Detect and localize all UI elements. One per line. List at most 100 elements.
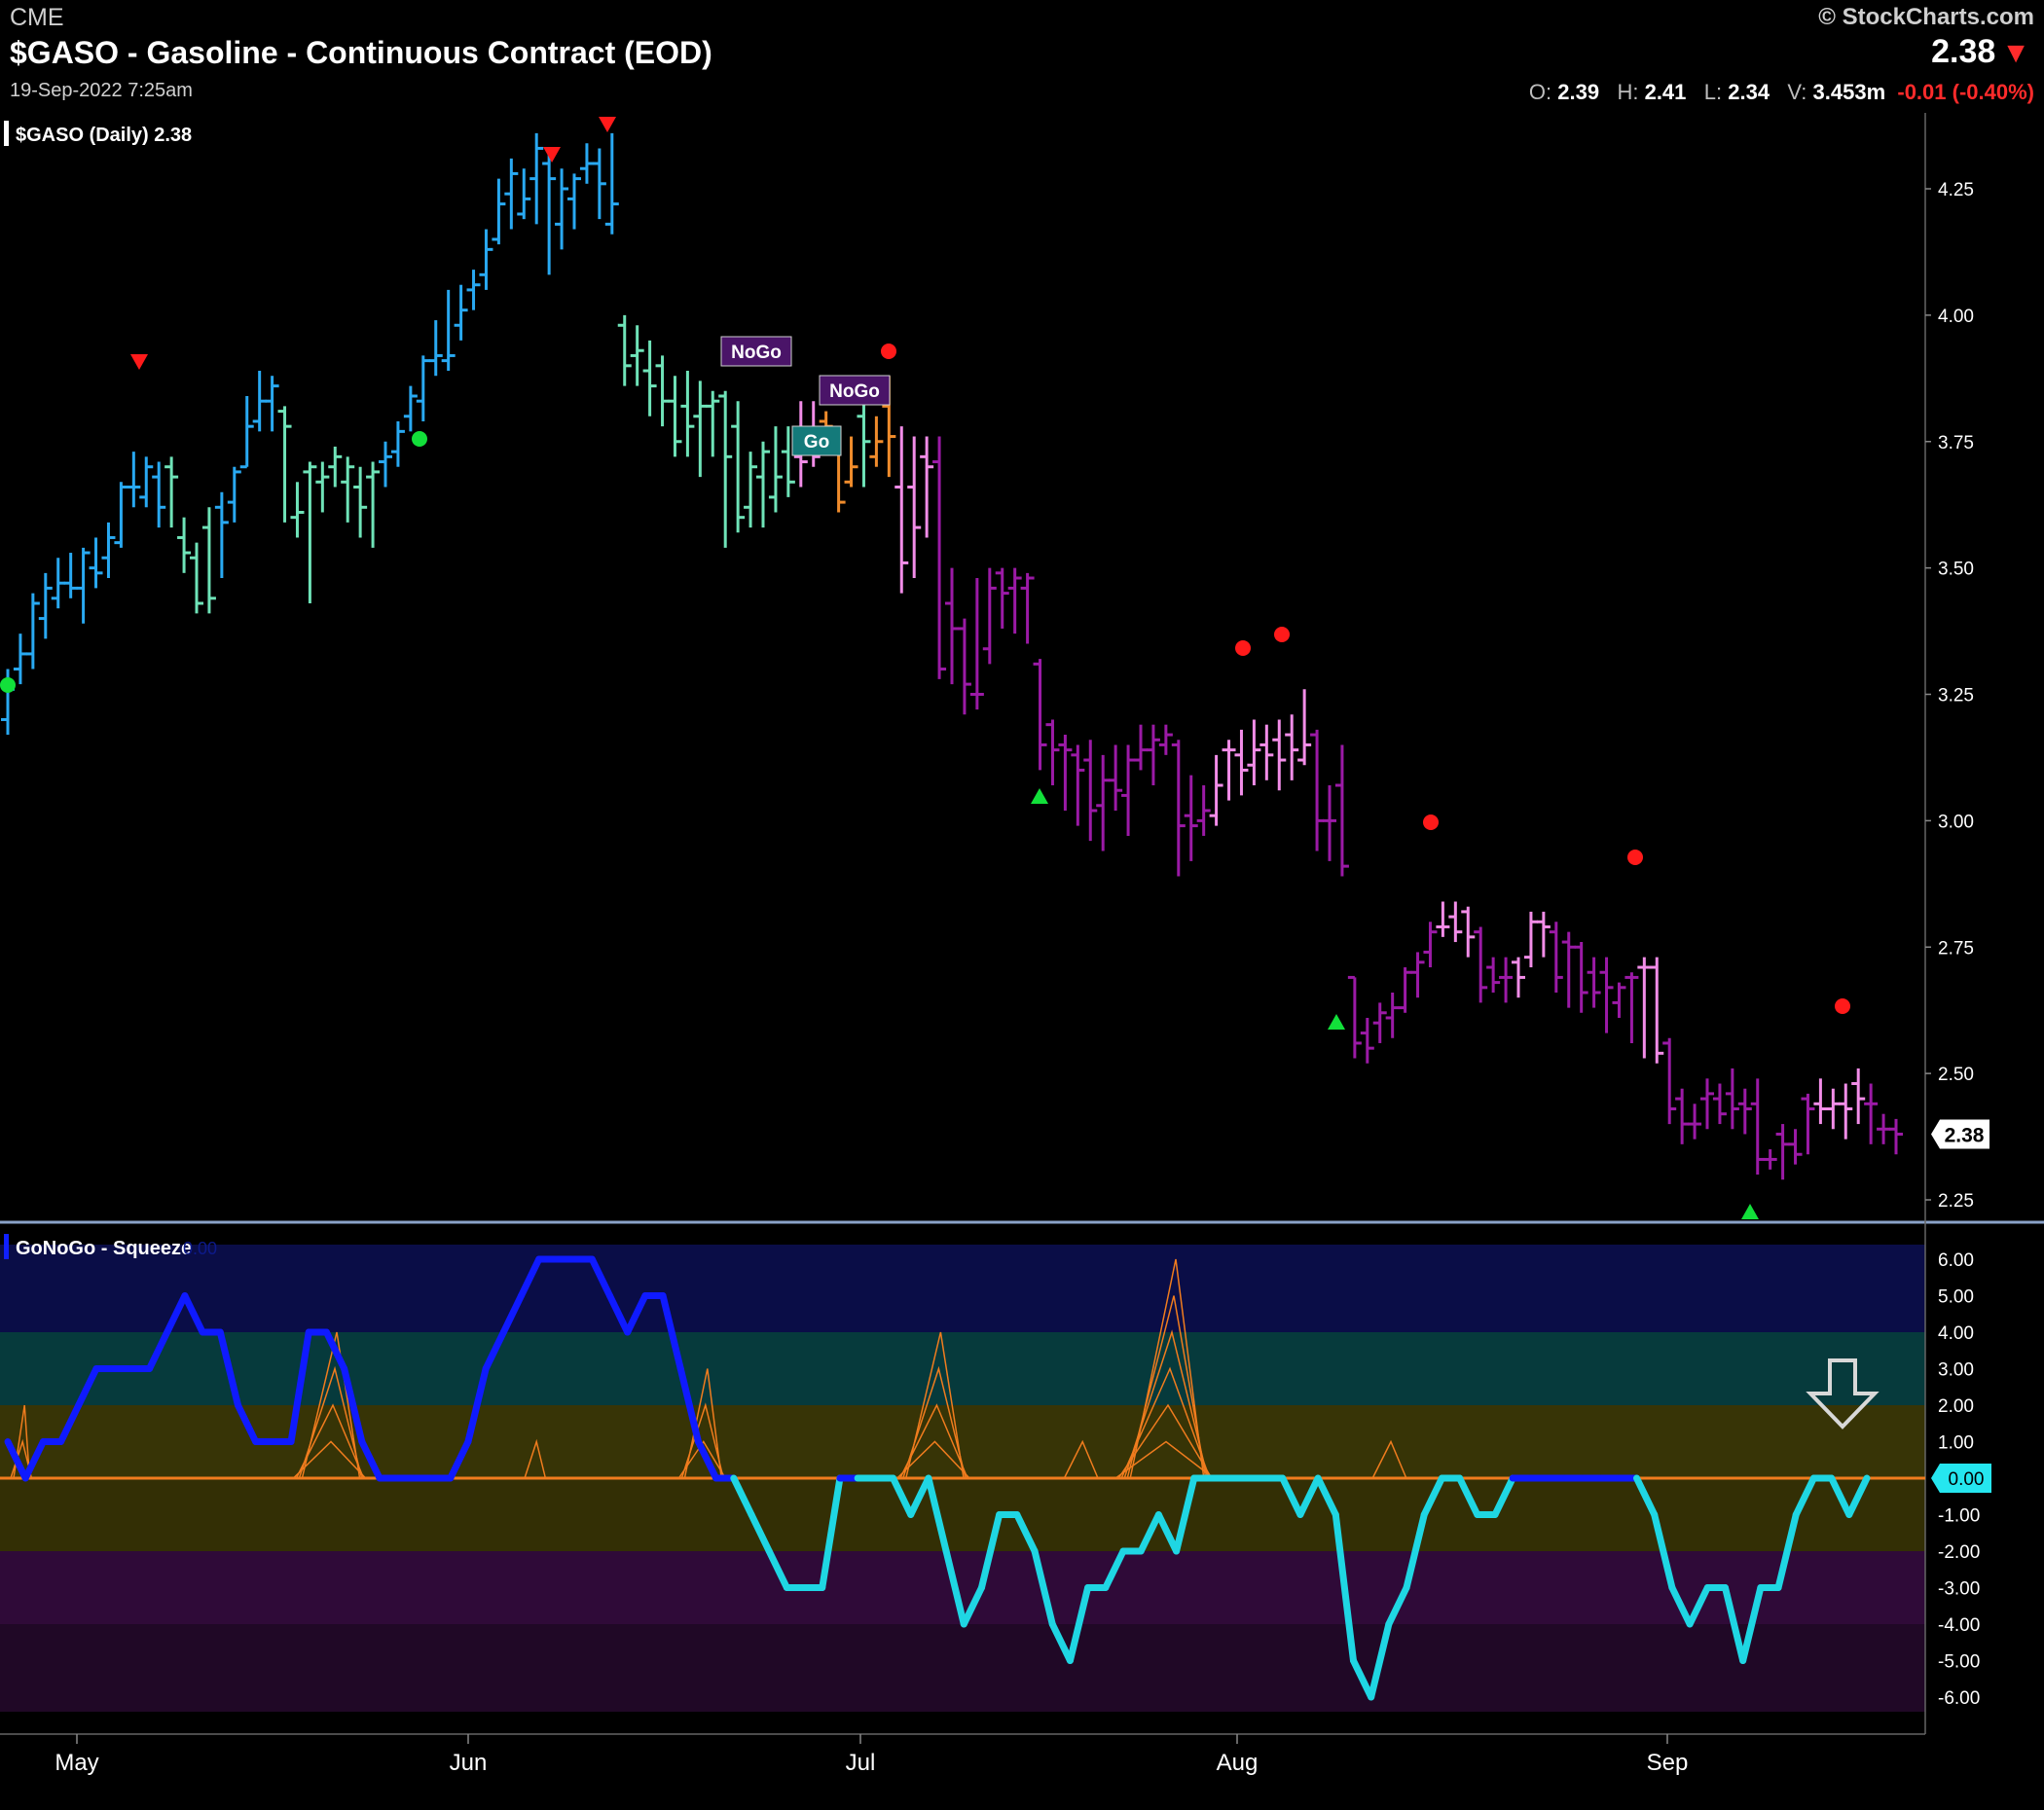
oscillator-segment xyxy=(694,1438,720,1482)
price-legend: $GASO (Daily) 2.38 xyxy=(4,121,192,146)
osc-value-flag xyxy=(1931,1464,1991,1493)
price-bar xyxy=(1007,567,1022,634)
oscillator-segment xyxy=(1491,1474,1516,1518)
price-axis-label: 2.75 xyxy=(1938,938,1974,959)
price-bar xyxy=(1285,714,1299,780)
oscillator-segment xyxy=(1385,1584,1410,1628)
oscillator-segment xyxy=(1651,1511,1676,1591)
price-bar xyxy=(517,168,531,220)
oscillator-segment xyxy=(216,1328,241,1409)
price-bar xyxy=(969,578,984,710)
price-bar xyxy=(1461,906,1476,958)
month-label: May xyxy=(55,1750,98,1776)
price-bar xyxy=(1826,1088,1841,1130)
chart-date: 19-Sep-2022 7:25am xyxy=(10,80,193,101)
price-axis-label: 2.50 xyxy=(1938,1065,1974,1085)
oscillator-segment xyxy=(1102,1547,1127,1591)
price-bar xyxy=(1637,957,1652,1059)
oscillator-segment xyxy=(21,1438,47,1482)
price-bar xyxy=(957,618,971,715)
price-bar xyxy=(1587,957,1601,1008)
price-bar xyxy=(277,406,292,523)
price-bar xyxy=(1196,785,1211,836)
oscillator-segment xyxy=(730,1474,755,1518)
osc-axis-label: -2.00 xyxy=(1938,1542,1980,1563)
price-bar xyxy=(1536,911,1551,958)
price-bar xyxy=(781,426,795,497)
price-bar xyxy=(844,436,858,488)
price-bar xyxy=(504,158,519,230)
price-bar xyxy=(190,542,203,614)
down-triangle-icon: ▼ xyxy=(2001,37,2030,69)
price-bar xyxy=(315,461,330,513)
price-bar xyxy=(1334,744,1349,877)
nogo-dot xyxy=(1835,998,1850,1014)
last-price-flag-text: 2.38 xyxy=(1945,1124,1985,1146)
price-bar xyxy=(1410,952,1425,998)
price-bar xyxy=(995,567,1009,629)
annotation-box xyxy=(720,336,792,367)
price-bar xyxy=(353,466,368,538)
price-bar xyxy=(869,416,884,467)
price-bar xyxy=(1599,957,1614,1033)
price-bar xyxy=(1347,975,1362,1059)
price-bar xyxy=(63,553,78,598)
price-bar xyxy=(1134,724,1148,771)
oscillator-segment xyxy=(287,1328,312,1445)
price-bar xyxy=(101,522,116,579)
price-bar xyxy=(1096,754,1111,851)
price-bar xyxy=(920,436,934,538)
annotation-text: NoGo xyxy=(829,381,880,402)
nogo-dot xyxy=(1235,640,1251,656)
sell-triangle xyxy=(543,147,561,163)
squeeze-climber xyxy=(905,1331,965,1479)
price-bar xyxy=(1523,911,1538,968)
price-axis-label: 3.25 xyxy=(1938,686,1974,706)
high-label: H: xyxy=(1617,80,1639,104)
price-bar xyxy=(127,452,141,508)
price-bar xyxy=(152,461,166,528)
oscillator-segment xyxy=(1739,1584,1765,1664)
price-bar xyxy=(1763,1149,1777,1170)
ohlc-summary: O: 2.39 H: 2.41 L: 2.34 V: 3.453m -0.01 … xyxy=(1529,80,2034,105)
price-bar xyxy=(1171,740,1186,877)
price-bar xyxy=(89,537,103,589)
price-bar xyxy=(1222,740,1236,801)
osc-band xyxy=(0,1245,1925,1332)
osc-band xyxy=(0,1624,1925,1712)
price-bar xyxy=(655,355,670,427)
price-bar xyxy=(1146,724,1160,786)
price-bar xyxy=(1574,942,1588,1013)
price-bar xyxy=(668,376,682,457)
price-bar xyxy=(1750,1078,1765,1176)
price-bar xyxy=(466,270,481,310)
oscillator-segment xyxy=(1048,1620,1074,1664)
price-bar xyxy=(239,395,254,469)
price-bar xyxy=(592,148,606,220)
price-bar xyxy=(1058,735,1073,811)
high-value: 2.41 xyxy=(1644,80,1687,104)
price-bar xyxy=(1436,901,1450,937)
oscillator-segment xyxy=(676,1365,702,1445)
oscillator-segment xyxy=(464,1365,490,1445)
price-bar xyxy=(1624,972,1639,1043)
squeeze-climber xyxy=(524,1438,547,1479)
annotations: NoGo NoGo Go xyxy=(720,336,891,456)
buy-triangle xyxy=(1031,788,1048,804)
price-bar xyxy=(76,547,91,624)
price-bar xyxy=(428,320,443,377)
price-bar xyxy=(1448,901,1463,943)
oscillator-segment xyxy=(1173,1474,1198,1555)
annotation-text: NoGo xyxy=(731,343,782,363)
oscillator-segment xyxy=(1828,1474,1853,1518)
nogo-dot xyxy=(1274,627,1290,642)
price-legend-text: $GASO (Daily) 2.38 xyxy=(16,125,192,146)
last-price-value: 2.38 xyxy=(1931,33,1996,70)
oscillator-segment xyxy=(358,1438,383,1482)
open-label: O: xyxy=(1528,80,1552,104)
oscillator-segment xyxy=(1721,1584,1747,1664)
oscillator-segment xyxy=(1686,1584,1711,1628)
oscillator-segment xyxy=(1456,1474,1481,1518)
price-axis-label: 4.00 xyxy=(1938,307,1974,327)
oscillator-segment xyxy=(1668,1584,1694,1628)
